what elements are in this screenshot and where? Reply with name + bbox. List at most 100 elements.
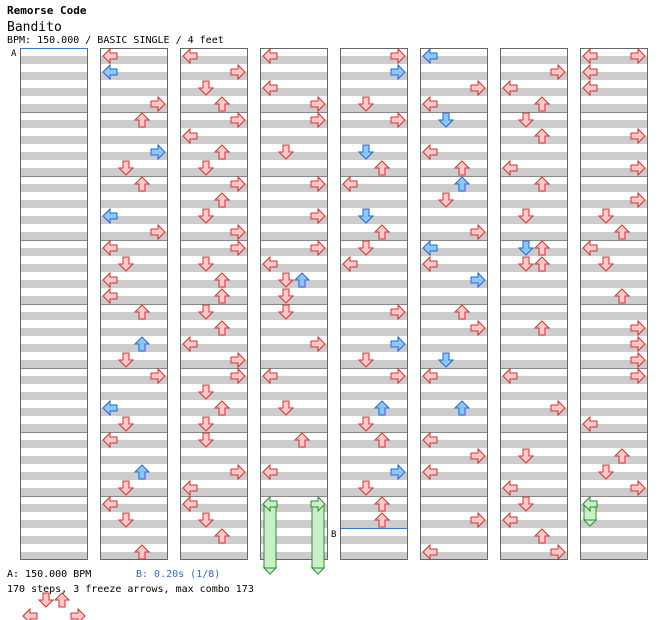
beat-stripe — [20, 200, 88, 208]
beat-stripe — [20, 136, 88, 144]
beat-stripe — [100, 88, 168, 96]
beat-stripe — [500, 248, 568, 256]
beat-stripe — [420, 328, 488, 336]
beat-stripe — [180, 376, 248, 384]
down-arrow-icon — [197, 512, 215, 528]
beat-stripe — [580, 136, 648, 144]
beat-stripe — [580, 120, 648, 128]
down-arrow-icon — [517, 240, 535, 256]
measure-block — [20, 240, 88, 304]
measure-block — [180, 432, 248, 496]
beat-stripe — [260, 72, 328, 80]
beat-stripe — [340, 424, 408, 432]
up-arrow-icon — [453, 176, 471, 192]
column-border — [580, 48, 648, 560]
beat-stripe — [500, 536, 568, 544]
beat-stripe — [420, 520, 488, 528]
down-arrow-icon — [197, 304, 215, 320]
stop-marker-label: B — [331, 530, 336, 540]
measure-block — [100, 176, 168, 240]
beat-stripe — [180, 440, 248, 448]
measure-block — [20, 496, 88, 560]
down-arrow-icon — [197, 416, 215, 432]
down-arrow-icon — [517, 256, 535, 272]
left-arrow-icon — [422, 463, 438, 481]
left-arrow-icon — [262, 79, 278, 97]
measure-block — [180, 368, 248, 432]
right-arrow-icon — [630, 159, 646, 177]
measure-block — [420, 304, 488, 368]
measure-block — [180, 240, 248, 304]
up-arrow-icon — [373, 400, 391, 416]
beat-stripe — [180, 392, 248, 400]
left-arrow-icon — [422, 47, 438, 65]
beat-stripe — [20, 280, 88, 288]
beat-stripe — [580, 328, 648, 336]
beat-stripe — [20, 504, 88, 512]
down-arrow-icon — [357, 416, 375, 432]
beat-stripe — [180, 344, 248, 352]
measure-block — [420, 496, 488, 560]
measure-block — [420, 176, 488, 240]
beat-stripe — [260, 280, 328, 288]
beat-stripe — [420, 312, 488, 320]
beat-stripe — [180, 88, 248, 96]
freeze-body — [263, 503, 277, 569]
beat-stripe — [420, 152, 488, 160]
beat-stripe — [340, 168, 408, 176]
up-arrow-icon — [293, 432, 311, 448]
down-arrow-icon — [37, 592, 55, 608]
beat-stripe — [180, 488, 248, 496]
beat-stripe — [100, 200, 168, 208]
right-arrow-icon — [390, 335, 406, 353]
up-arrow-icon — [533, 320, 551, 336]
beat-stripe — [100, 520, 168, 528]
beat-stripe — [420, 280, 488, 288]
beat-stripe — [580, 248, 648, 256]
beat-stripe — [340, 504, 408, 512]
down-arrow-icon — [357, 480, 375, 496]
right-arrow-icon — [230, 63, 246, 81]
beat-stripe — [500, 184, 568, 192]
beat-stripe — [500, 424, 568, 432]
right-arrow-icon — [390, 63, 406, 81]
beat-stripe — [260, 360, 328, 368]
left-arrow-icon — [182, 479, 198, 497]
beat-stripe — [420, 344, 488, 352]
beat-stripe — [20, 376, 88, 384]
beat-stripe — [420, 472, 488, 480]
right-arrow-icon — [230, 463, 246, 481]
measure-block — [500, 240, 568, 304]
beat-stripe — [260, 536, 328, 544]
right-arrow-icon — [470, 271, 486, 289]
beat-stripe — [20, 408, 88, 416]
beat-stripe — [500, 440, 568, 448]
beat-stripe — [260, 504, 328, 512]
down-arrow-icon — [117, 352, 135, 368]
beat-stripe — [260, 488, 328, 496]
up-arrow-icon — [213, 96, 231, 112]
beat-stripe — [580, 264, 648, 272]
beat-stripe — [500, 296, 568, 304]
beat-stripe — [580, 232, 648, 240]
beat-stripe — [100, 264, 168, 272]
left-arrow-icon — [502, 511, 518, 529]
column-border — [100, 48, 168, 560]
beat-stripe — [20, 344, 88, 352]
beat-stripe — [180, 504, 248, 512]
beat-stripe — [500, 520, 568, 528]
beat-stripe — [340, 376, 408, 384]
beat-stripe — [20, 424, 88, 432]
beat-stripe — [420, 120, 488, 128]
beat-stripe — [20, 552, 88, 560]
up-arrow-icon — [213, 288, 231, 304]
right-arrow-icon — [550, 543, 566, 561]
footer-stats: 170 steps, 3 freeze arrows, max combo 17… — [7, 584, 254, 595]
beat-stripe — [580, 152, 648, 160]
beat-stripe — [340, 472, 408, 480]
left-arrow-icon — [102, 431, 118, 449]
right-arrow-icon — [630, 191, 646, 209]
beat-stripe — [100, 56, 168, 64]
measure-block — [340, 112, 408, 176]
beat-stripe — [340, 280, 408, 288]
